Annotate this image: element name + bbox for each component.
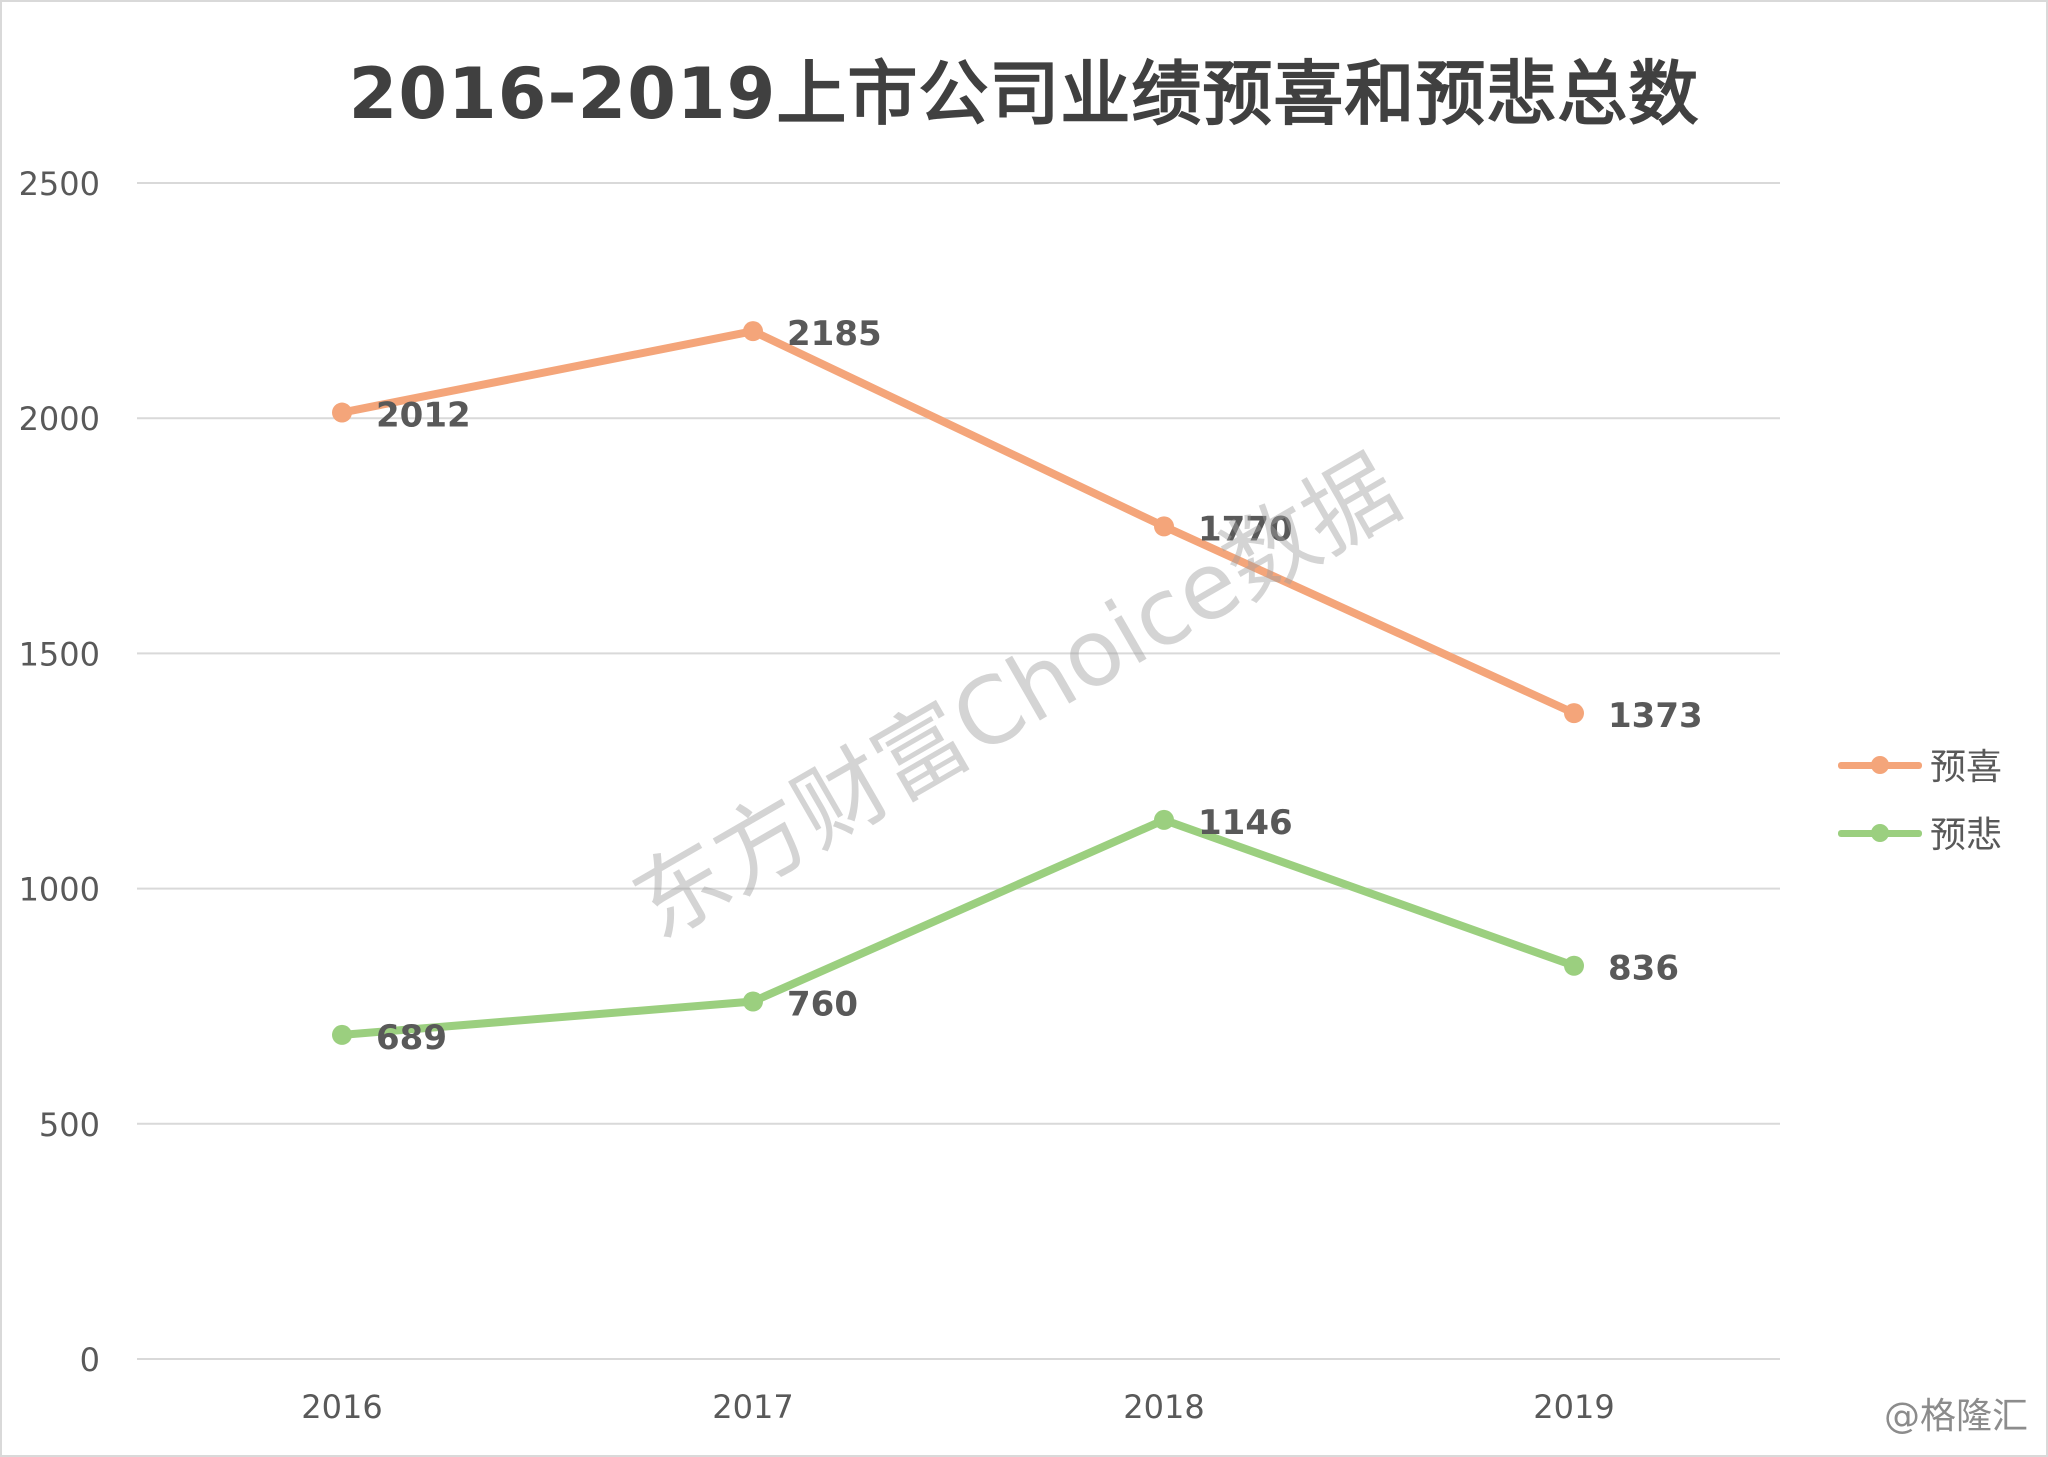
x-tick-label: 2016: [301, 1388, 382, 1426]
data-point: [332, 402, 352, 423]
x-tick-label: 2017: [712, 1388, 793, 1426]
source-credit: @格隆汇: [1883, 1396, 2028, 1437]
series-line-0: [338, 327, 1578, 718]
data-label: 760: [787, 984, 858, 1024]
legend-label-1: 预悲: [1930, 815, 2003, 856]
data-point: [1564, 955, 1584, 976]
data-label: 689: [376, 1018, 447, 1058]
legend-dot-0: [1871, 756, 1889, 774]
data-point: [1154, 516, 1174, 537]
y-tick-label: 500: [39, 1106, 100, 1144]
gridlines: [137, 182, 1780, 1360]
x-tick-label: 2018: [1123, 1388, 1204, 1426]
data-point: [743, 321, 763, 342]
x-axis-ticks: 2016 2017 2018 2019: [301, 1388, 1614, 1426]
data-point: [743, 991, 763, 1012]
legend-dot-1: [1871, 824, 1889, 842]
data-point: [1154, 809, 1174, 830]
y-tick-label: 1500: [19, 635, 100, 673]
data-label: 2185: [787, 314, 882, 354]
y-tick-label: 2000: [19, 400, 100, 438]
data-label: 1770: [1198, 509, 1293, 549]
legend-label-0: 预喜: [1930, 747, 2003, 788]
series-points: [332, 321, 1584, 1045]
data-label: 1146: [1198, 803, 1293, 843]
series-line-1: [338, 815, 1578, 1039]
y-tick-label: 0: [80, 1341, 100, 1379]
data-point: [332, 1024, 352, 1045]
data-label: 1373: [1608, 696, 1703, 736]
data-label: 2012: [376, 396, 471, 436]
x-tick-label: 2019: [1533, 1388, 1614, 1426]
series-lines: [338, 327, 1578, 1039]
chart-title: 2016-2019上市公司业绩预喜和预悲总数: [348, 53, 1700, 135]
y-axis-ticks: 0 500 1000 1500 2000 2500: [19, 165, 100, 1379]
data-point: [1564, 703, 1584, 724]
data-label: 836: [1608, 949, 1679, 989]
y-tick-label: 1000: [19, 871, 100, 909]
data-labels: 2012 2185 1770 1373 689 760 1146 836: [376, 314, 1703, 1058]
y-tick-label: 2500: [19, 165, 100, 203]
